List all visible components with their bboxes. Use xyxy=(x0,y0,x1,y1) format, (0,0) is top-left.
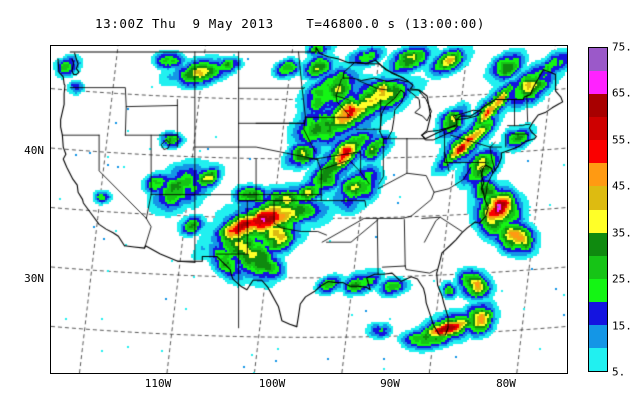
colorbar-tick-5: 5. xyxy=(612,365,626,379)
colorbar-band-60-65 xyxy=(589,94,607,118)
figure-title: 13:00Z Thu 9 May 2013 T=46800.0 s (13:00… xyxy=(94,16,486,31)
colorbar-tick-65: 65. xyxy=(612,86,632,100)
y-axis-label-40n: 40N xyxy=(24,144,44,157)
colorbar-band-35-40 xyxy=(589,209,607,233)
colorbar-tick-15: 15. xyxy=(612,319,632,333)
colorbar-band-50-55 xyxy=(589,140,607,164)
colorbar-band-10-15 xyxy=(589,324,607,349)
colorbar-tick-45: 45. xyxy=(612,179,632,193)
colorbar-band-40-45 xyxy=(589,186,607,210)
y-axis-label-30n: 30N xyxy=(24,272,44,285)
reflectivity-colorbar xyxy=(588,47,608,372)
radar-map-canvas xyxy=(51,46,567,373)
colorbar-tick-35: 35. xyxy=(612,226,632,240)
colorbar-band-15-20 xyxy=(589,301,607,325)
map-plot-area xyxy=(50,45,568,374)
colorbar-band-45-50 xyxy=(589,163,607,187)
colorbar-tick-25: 25. xyxy=(612,272,632,286)
colorbar-band-55-60 xyxy=(589,117,607,141)
colorbar-band-20-25 xyxy=(589,278,607,302)
colorbar-tick-55: 55. xyxy=(612,133,632,147)
colorbar-band-65-70 xyxy=(589,71,607,95)
x-axis-label-90w: 90W xyxy=(380,377,400,390)
colorbar-band-5-10 xyxy=(589,348,607,372)
colorbar-band-25-30 xyxy=(589,255,607,279)
colorbar-band-30-35 xyxy=(589,232,607,256)
x-axis-label-100w: 100W xyxy=(258,377,286,390)
colorbar-tick-75: 75. xyxy=(612,40,632,54)
x-axis-label-80w: 80W xyxy=(496,377,516,390)
colorbar-band-70-75 xyxy=(589,48,607,72)
x-axis-label-110w: 110W xyxy=(144,377,172,390)
